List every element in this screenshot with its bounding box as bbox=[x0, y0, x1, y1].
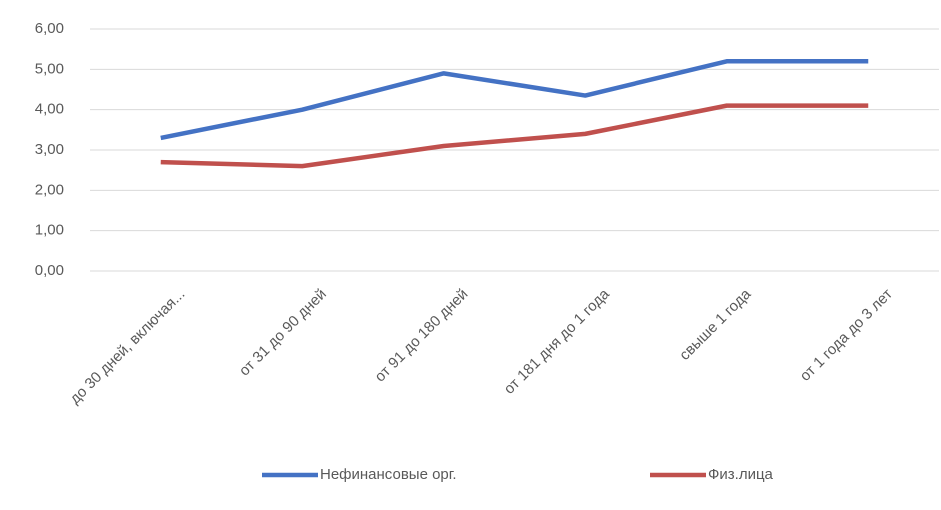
x-tick-label: от 181 дня до 1 года bbox=[501, 285, 614, 398]
x-tick-label: свыше 1 года bbox=[676, 285, 755, 364]
x-tick-label: от 1 года до 3 лет bbox=[797, 286, 896, 385]
series-line bbox=[160, 103, 869, 169]
series-line bbox=[160, 59, 869, 141]
y-tick-label: 1,00 bbox=[35, 222, 64, 239]
x-tick-label: до 30 дней, включая... bbox=[66, 286, 188, 408]
legend-label: Нефинансовые орг. bbox=[320, 466, 457, 483]
y-tick-label: 0,00 bbox=[35, 262, 64, 279]
legend-label: Физ.лица bbox=[708, 466, 774, 483]
y-tick-label: 4,00 bbox=[35, 101, 64, 118]
y-tick-label: 3,00 bbox=[35, 141, 64, 158]
y-tick-label: 5,00 bbox=[35, 60, 64, 77]
x-tick-label: от 91 до 180 дней bbox=[372, 286, 472, 386]
y-tick-label: 2,00 bbox=[35, 181, 64, 198]
y-tick-label: 6,00 bbox=[35, 20, 64, 37]
x-tick-label: от 31 до 90 дней bbox=[236, 286, 330, 380]
